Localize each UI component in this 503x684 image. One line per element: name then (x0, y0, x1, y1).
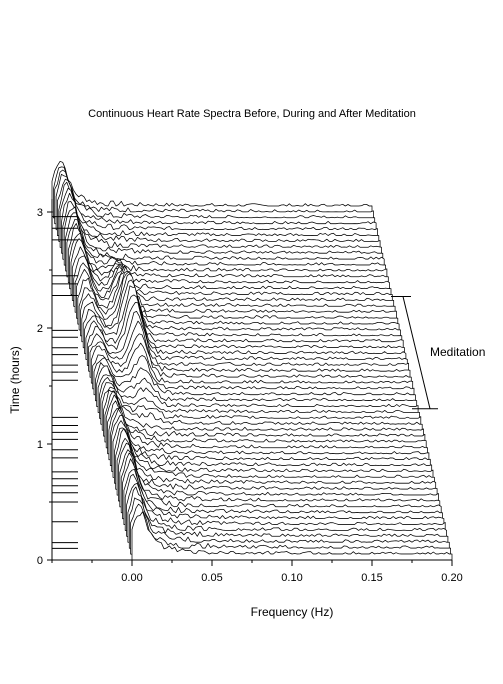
x-tick-label: 0.10 (281, 572, 302, 584)
y-axis-ticks: 0 1 2 3 (37, 207, 52, 567)
y-axis-label: Time (hours) (8, 346, 22, 414)
x-tick-label: 0.15 (361, 572, 382, 584)
time-marker-lines (52, 216, 78, 549)
y-tick-label: 2 (37, 323, 43, 335)
x-axis-ticks: 0.00 0.05 0.10 0.15 0.20 (51, 560, 463, 584)
x-tick-label: 0.05 (201, 572, 222, 584)
meditation-label: Meditation (430, 345, 485, 359)
x-axis-label: Frequency (Hz) (251, 605, 334, 619)
y-tick-label: 3 (37, 207, 43, 219)
y-tick-label: 1 (37, 439, 43, 451)
spectra-traces (51, 161, 453, 561)
chart-title: Continuous Heart Rate Spectra Before, Du… (88, 108, 416, 120)
y-tick-label: 0 (37, 555, 43, 567)
meditation-bracket-diagonal (402, 296, 431, 409)
x-tick-label: 0.20 (441, 572, 462, 584)
spectrum-trace (131, 511, 453, 561)
meditation-annotation: Meditation (391, 296, 485, 410)
x-tick-label: 0.00 (121, 572, 142, 584)
spectrum-trace (51, 161, 373, 213)
